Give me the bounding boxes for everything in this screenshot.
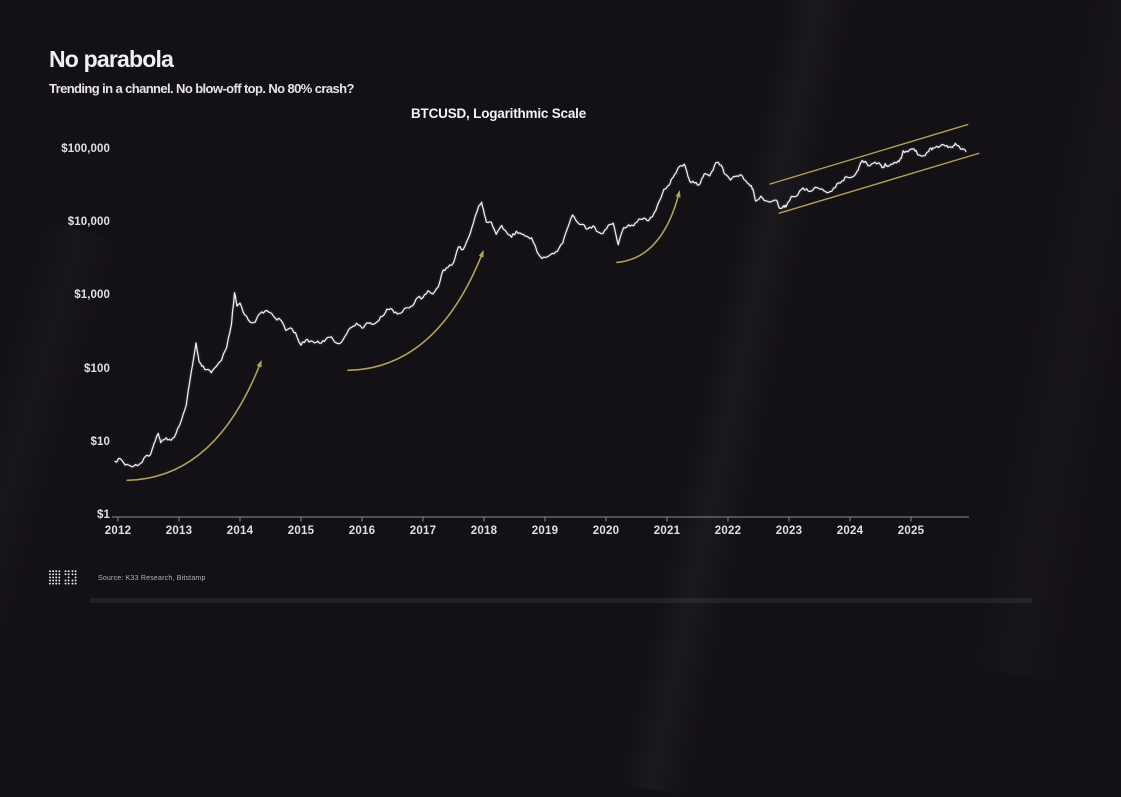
arrowhead xyxy=(478,250,484,258)
x-axis-label: 2025 xyxy=(897,525,925,537)
arrowhead xyxy=(675,190,681,198)
k33-logo-icon xyxy=(49,570,77,585)
x-axis-label: 2022 xyxy=(714,525,742,537)
x-axis-label: 2015 xyxy=(287,525,315,537)
x-axis-label: 2014 xyxy=(226,525,254,537)
arrowhead xyxy=(256,360,262,368)
channel-upper-line xyxy=(769,123,969,185)
y-axis-label: $10,000 xyxy=(67,216,110,228)
x-axis-label: 2016 xyxy=(348,525,376,537)
slide-subtitle: Trending in a channel. No blow-off top. … xyxy=(49,81,354,96)
footer xyxy=(48,569,80,586)
chart-title: BTCUSD, Logarithmic Scale xyxy=(411,106,587,121)
slide-title: No parabola xyxy=(49,46,174,72)
parabola-arrow xyxy=(347,251,484,372)
price-line xyxy=(114,142,967,468)
parabola-arrow xyxy=(616,191,680,264)
x-axis-label: 2024 xyxy=(836,525,864,537)
y-axis-label: $1,000 xyxy=(74,289,110,302)
x-axis-label: 2020 xyxy=(592,525,620,537)
x-axis-label: 2013 xyxy=(165,525,193,537)
btc-price-chart xyxy=(111,123,980,522)
chart-annotations xyxy=(126,123,980,482)
channel-lower-line xyxy=(778,152,980,214)
x-axis-label: 2023 xyxy=(775,525,803,537)
x-axis-label: 2021 xyxy=(653,525,681,537)
x-axis-label: 2019 xyxy=(531,525,559,537)
y-axis-label: $10 xyxy=(90,436,110,449)
x-axis-label: 2012 xyxy=(104,525,132,537)
x-axis-label: 2017 xyxy=(409,525,437,537)
y-axis-label: $100,000 xyxy=(61,142,110,155)
x-axis-label: 2018 xyxy=(470,525,498,537)
bottom-strip xyxy=(90,598,1032,603)
parabola-arrow xyxy=(126,361,262,482)
x-axis xyxy=(111,516,969,522)
y-axis-label: $100 xyxy=(84,362,110,375)
source-text: Source: K33 Research, Bitstamp xyxy=(98,575,206,582)
y-axis-label: $1 xyxy=(97,509,110,522)
